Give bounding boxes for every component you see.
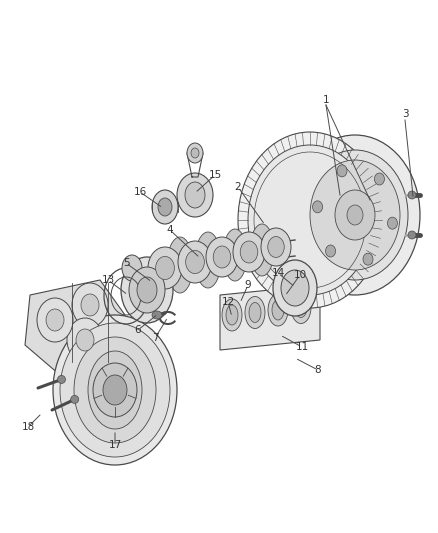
Ellipse shape <box>249 303 261 322</box>
Ellipse shape <box>273 260 317 316</box>
Ellipse shape <box>313 201 322 213</box>
Ellipse shape <box>281 270 309 306</box>
Text: 10: 10 <box>293 270 307 280</box>
Ellipse shape <box>226 305 238 325</box>
Ellipse shape <box>71 395 79 403</box>
Ellipse shape <box>302 150 408 280</box>
Ellipse shape <box>53 315 177 465</box>
Ellipse shape <box>233 232 265 272</box>
Ellipse shape <box>363 253 373 265</box>
Text: 17: 17 <box>108 440 122 450</box>
Ellipse shape <box>408 231 416 239</box>
Text: 14: 14 <box>272 268 285 278</box>
Ellipse shape <box>238 132 382 308</box>
Ellipse shape <box>103 375 127 405</box>
Ellipse shape <box>137 277 157 303</box>
Text: 11: 11 <box>295 342 309 352</box>
Ellipse shape <box>185 182 205 208</box>
Ellipse shape <box>240 241 258 263</box>
Ellipse shape <box>187 143 203 163</box>
Text: 8: 8 <box>314 365 321 375</box>
Ellipse shape <box>152 311 162 319</box>
Text: 4: 4 <box>167 225 173 235</box>
Ellipse shape <box>310 160 400 270</box>
Ellipse shape <box>178 241 212 283</box>
Ellipse shape <box>167 237 193 293</box>
Ellipse shape <box>374 173 385 185</box>
Ellipse shape <box>335 190 375 240</box>
Ellipse shape <box>268 294 288 326</box>
Ellipse shape <box>72 283 108 327</box>
Ellipse shape <box>93 363 137 417</box>
Ellipse shape <box>67 318 103 362</box>
Ellipse shape <box>76 329 94 351</box>
Ellipse shape <box>213 246 231 268</box>
Text: 18: 18 <box>21 422 35 432</box>
Ellipse shape <box>81 294 99 316</box>
Text: 7: 7 <box>152 333 158 343</box>
Text: 6: 6 <box>135 325 141 335</box>
Ellipse shape <box>88 351 142 429</box>
Ellipse shape <box>223 229 247 281</box>
Text: 16: 16 <box>134 187 147 197</box>
Ellipse shape <box>291 292 311 324</box>
Ellipse shape <box>290 135 420 295</box>
Ellipse shape <box>46 309 64 331</box>
Ellipse shape <box>222 299 242 331</box>
Text: 9: 9 <box>245 280 251 290</box>
Text: 2: 2 <box>235 182 241 192</box>
Polygon shape <box>220 285 320 350</box>
Ellipse shape <box>37 298 73 342</box>
Ellipse shape <box>57 375 66 383</box>
Ellipse shape <box>206 237 238 277</box>
Ellipse shape <box>272 300 284 320</box>
Ellipse shape <box>195 232 221 288</box>
Ellipse shape <box>248 145 372 295</box>
Ellipse shape <box>121 257 173 323</box>
Ellipse shape <box>268 237 284 257</box>
Ellipse shape <box>60 323 170 457</box>
Ellipse shape <box>261 228 291 266</box>
Ellipse shape <box>408 191 416 199</box>
Ellipse shape <box>148 247 182 289</box>
Ellipse shape <box>152 190 178 224</box>
Ellipse shape <box>158 198 172 216</box>
Ellipse shape <box>155 256 174 279</box>
Text: 12: 12 <box>221 297 235 307</box>
Ellipse shape <box>388 217 397 229</box>
Ellipse shape <box>177 173 213 217</box>
Ellipse shape <box>122 255 142 281</box>
Text: 15: 15 <box>208 170 222 180</box>
Ellipse shape <box>337 165 347 177</box>
Polygon shape <box>25 280 125 375</box>
Text: 3: 3 <box>402 109 408 119</box>
Text: 1: 1 <box>323 95 329 105</box>
Ellipse shape <box>191 148 199 158</box>
Ellipse shape <box>325 245 336 257</box>
Ellipse shape <box>250 224 274 276</box>
Ellipse shape <box>245 296 265 328</box>
Text: 5: 5 <box>123 258 129 268</box>
Ellipse shape <box>295 297 307 318</box>
Ellipse shape <box>129 267 165 313</box>
Ellipse shape <box>74 337 156 443</box>
Ellipse shape <box>186 251 205 273</box>
Text: 13: 13 <box>101 275 115 285</box>
Ellipse shape <box>347 205 363 225</box>
